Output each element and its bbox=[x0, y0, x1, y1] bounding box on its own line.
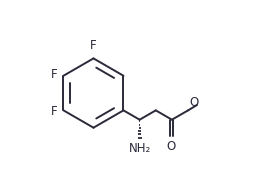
Text: O: O bbox=[189, 96, 198, 110]
Text: F: F bbox=[90, 39, 97, 52]
Text: NH₂: NH₂ bbox=[128, 142, 151, 155]
Text: O: O bbox=[167, 140, 176, 153]
Text: F: F bbox=[51, 68, 57, 81]
Text: F: F bbox=[51, 105, 57, 118]
